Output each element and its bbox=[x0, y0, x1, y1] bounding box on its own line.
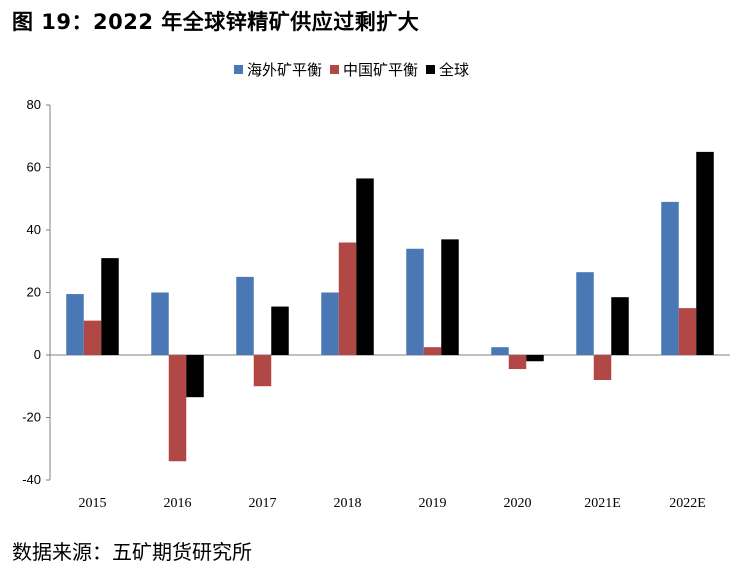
x-tick-label: 2021E bbox=[584, 496, 621, 511]
chart-legend: 海外矿平衡 中国矿平衡 全球 bbox=[234, 59, 477, 80]
bar-china-2015 bbox=[83, 320, 102, 355]
x-tick-label: 2016 bbox=[164, 496, 192, 511]
bar-overseas-2018 bbox=[321, 292, 339, 355]
bar-overseas-2016 bbox=[151, 292, 169, 355]
bar-overseas-2017 bbox=[236, 276, 254, 355]
x-tick-label: 2022E bbox=[669, 496, 706, 511]
legend-item-global: 全球 bbox=[426, 59, 469, 80]
x-tick-label: 2018 bbox=[334, 496, 362, 511]
y-tick-label: 0 bbox=[34, 347, 41, 362]
bar-global-2021E bbox=[611, 297, 629, 355]
legend-label-china: 中国矿平衡 bbox=[343, 61, 419, 79]
x-tick-label: 2017 bbox=[249, 496, 277, 511]
legend-label-global: 全球 bbox=[439, 61, 470, 79]
bar-china-2018 bbox=[338, 242, 357, 355]
data-source: 数据来源：五矿期货研究所 bbox=[12, 540, 252, 564]
bar-china-2017 bbox=[253, 355, 272, 387]
chart-bars bbox=[66, 151, 714, 462]
y-tick-label: 80 bbox=[27, 97, 41, 112]
y-tick-label: -20 bbox=[22, 410, 41, 425]
chart-axes bbox=[46, 104, 730, 481]
y-tick-label: -40 bbox=[22, 472, 41, 487]
bar-overseas-2019 bbox=[406, 248, 424, 355]
x-tick-label: 2019 bbox=[419, 496, 447, 511]
y-tick-label: 20 bbox=[27, 285, 41, 300]
bar-global-2018 bbox=[356, 178, 374, 355]
bar-china-2022E bbox=[678, 308, 697, 355]
bar-global-2019 bbox=[441, 239, 459, 355]
x-tick-label: 2015 bbox=[79, 496, 107, 511]
legend-swatch-global bbox=[426, 65, 436, 74]
bar-overseas-2022E bbox=[661, 201, 679, 355]
bar-overseas-2020 bbox=[491, 347, 509, 355]
bar-overseas-2021E bbox=[576, 272, 594, 355]
y-tick-label: 40 bbox=[27, 222, 41, 237]
bar-global-2020 bbox=[526, 355, 544, 362]
bar-china-2016 bbox=[168, 355, 187, 462]
bar-china-2020 bbox=[508, 355, 527, 370]
bar-global-2022E bbox=[696, 151, 714, 355]
legend-label-overseas: 海外矿平衡 bbox=[247, 61, 323, 79]
bar-global-2017 bbox=[271, 306, 289, 355]
x-tick-labels: 2015 2016 2017 2018 2019 2020 2021E 2022E bbox=[79, 496, 706, 511]
legend-swatch-china bbox=[330, 65, 340, 74]
legend-item-china: 中国矿平衡 bbox=[330, 59, 418, 80]
x-tick-label: 2020 bbox=[504, 496, 532, 511]
legend-swatch-overseas bbox=[234, 65, 243, 74]
bar-china-2021E bbox=[593, 355, 612, 380]
chart-title: 图 19：2022 年全球锌精矿供应过剩扩大 bbox=[12, 10, 420, 34]
bar-china-2019 bbox=[423, 347, 442, 355]
y-tick-label: 60 bbox=[27, 160, 41, 175]
bar-global-2015 bbox=[101, 258, 119, 355]
y-tick-labels: 80 60 40 20 0 -20 -40 bbox=[22, 97, 41, 487]
bar-global-2016 bbox=[186, 355, 204, 398]
legend-item-overseas: 海外矿平衡 bbox=[234, 59, 322, 80]
bar-overseas-2015 bbox=[66, 294, 84, 355]
